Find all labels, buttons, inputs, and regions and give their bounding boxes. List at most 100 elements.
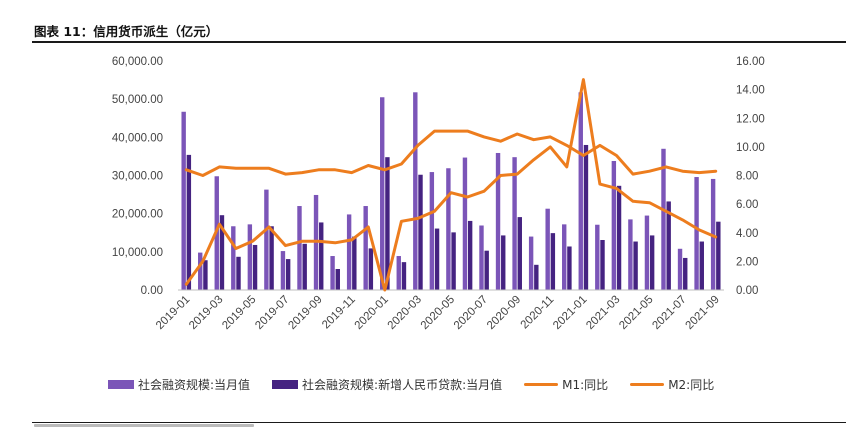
bar-loan [236,256,241,290]
x-tick-label: 2020-11 [519,294,557,332]
bar-loan [385,157,390,290]
bar-loan [252,244,258,290]
line-m1 [184,78,718,292]
legend-item-loan: 社会融资规模:新增人民币贷款:当月值 [272,376,502,393]
bar-tsf [462,157,468,290]
y-right-tick-label: 0.00 [736,285,758,297]
bar-tsf [694,177,699,290]
legend-label-m2: M2:同比 [668,378,715,392]
bar-tsf [231,226,236,290]
bar-loan [285,259,291,290]
bar-loan [649,235,655,290]
line-m2 [184,129,718,177]
bar-loan [699,241,704,290]
bar-loan [302,243,307,290]
y-left-tick-label: 10,000.00 [112,247,163,259]
bar-loan [434,228,440,290]
legend-swatch-tsf [108,380,134,389]
bar-loan [600,240,605,290]
bar-loan [401,262,407,290]
y-left-tick-label: 30,000.00 [112,171,163,183]
y-left-tick-label: 0.00 [141,285,163,297]
bar-loan [567,246,572,290]
bar-tsf [280,251,286,290]
bar-loan [501,235,506,290]
bar-loan [418,174,423,290]
bar-tsf [677,248,683,290]
legend-label-m1: M1:同比 [562,378,609,392]
bar-loan [583,144,589,290]
bar-tsf [595,224,600,290]
y-right-tick-label: 16.00 [736,56,765,68]
y-left-tick-label: 40,000.00 [112,132,163,144]
y-right-tick-label: 14.00 [736,85,765,97]
bar-loan [368,248,374,290]
bar-tsf [512,157,517,290]
bar-loan [319,222,324,290]
legend-label-tsf: 社会融资规模:当月值 [138,378,251,392]
bar-tsf [495,152,501,290]
bar-tsf [363,206,368,290]
legend-item-m1: M1:同比 [524,376,608,393]
figure-title: 图表 11：信用货币派生（亿元） [34,24,219,39]
bar-loan [666,201,671,290]
footer-rule [32,422,846,423]
bar-loan [517,217,522,290]
legend-item-tsf: 社会融资规模:当月值 [108,376,250,393]
x-tick-label: 2020-09 [485,294,523,332]
bar-loan [467,220,473,290]
bar-loan [616,185,622,290]
x-tick-label: 2021-07 [650,294,688,332]
bar-tsf [661,148,666,290]
chart-legend: 社会融资规模:当月值 社会融资规模:新增人民币贷款:当月值 M1:同比 M2:同… [108,376,736,393]
x-tick-label: 2021-05 [617,294,655,332]
x-tick-label: 2020-05 [419,294,457,332]
bar-loan [534,264,539,290]
y-right-tick-label: 2.00 [736,256,758,268]
bar-loan [352,236,357,290]
bar-loan [716,221,721,290]
bar-tsf [644,215,650,290]
bar-loan [186,154,192,290]
x-tick-label: 2021-01 [551,294,589,332]
x-tick-label: 2019-01 [154,294,192,332]
bar-tsf [628,219,633,290]
bar-tsf [429,172,435,290]
x-tick-label: 2020-01 [353,294,391,332]
x-tick-label: 2019-11 [320,294,358,332]
bar-loan [451,232,456,290]
y-left-tick-label: 20,000.00 [112,209,163,221]
x-tick-label: 2019-07 [253,294,291,332]
bar-tsf [247,224,253,290]
bar-tsf [264,189,269,290]
legend-swatch-m1 [524,383,559,386]
bar-tsf [181,111,186,291]
bar-tsf [562,224,567,290]
y-right-tick-label: 12.00 [736,113,765,125]
bar-tsf [578,92,583,291]
bar-tsf [396,256,401,290]
bar-tsf [479,225,484,290]
bar-tsf [446,168,451,290]
y-right-tick-label: 10.00 [736,142,765,154]
x-tick-label: 2021-09 [684,294,722,332]
bar-tsf [346,214,352,290]
y-right-tick-label: 6.00 [736,199,758,211]
x-tick-label: 2019-03 [187,294,225,332]
bar-loan [219,215,225,290]
source-note-stub [34,424,294,430]
bar-tsf [380,97,385,290]
bar-tsf [297,206,302,290]
bar-loan [683,257,688,290]
legend-swatch-loan [272,380,299,389]
bar-tsf [198,252,203,290]
x-tick-label: 2019-05 [220,294,258,332]
bar-tsf [545,208,550,290]
y-left-tick-label: 50,000.00 [112,94,163,106]
bar-loan [484,250,489,290]
title-rule [32,41,846,43]
x-tick-label: 2019-09 [286,294,324,332]
bar-tsf [528,236,534,290]
bar-tsf [611,160,617,290]
